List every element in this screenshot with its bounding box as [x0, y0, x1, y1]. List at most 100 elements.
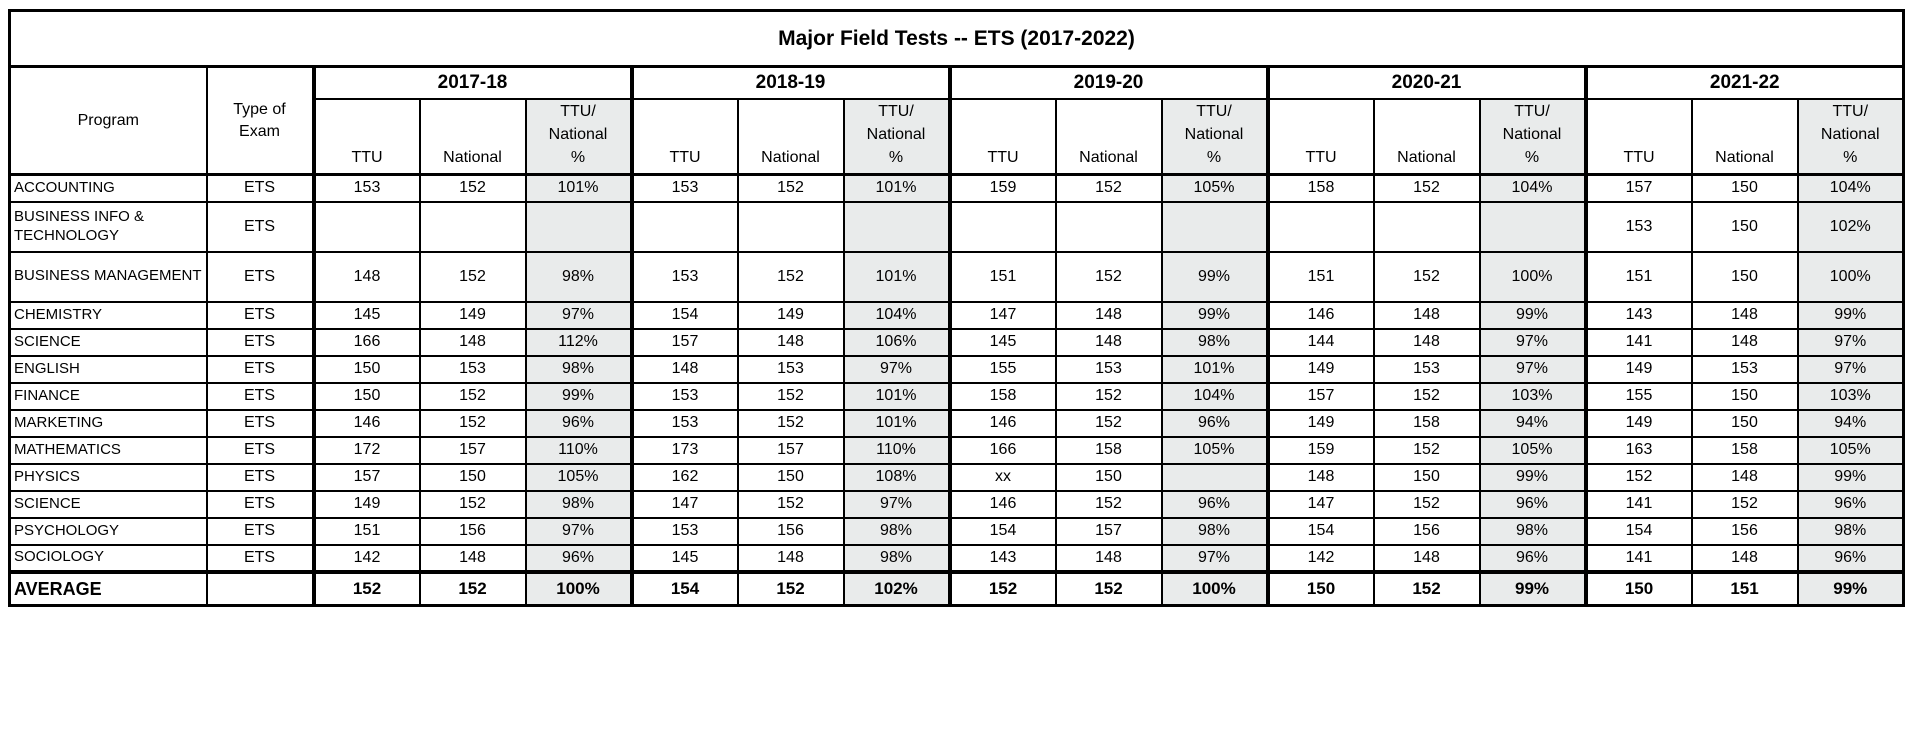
- cell-2017-18-national: 152: [418, 408, 527, 438]
- cell-2021-22-ttu: 149: [1583, 408, 1693, 438]
- table-row: SCIENCE ETS 166 148 112% 157 148 106% 145 148 98% 1…: [8, 327, 1905, 357]
- program-cell: BUSINESS INFO & TECHNOLOGY: [8, 200, 208, 253]
- cell-2019-20-ttu: 146: [947, 408, 1057, 438]
- cell-2021-22-national: 150: [1690, 381, 1799, 411]
- table-row: SCIENCE ETS 149 152 98% 147 152 97% 146 152 96% 147…: [8, 489, 1905, 519]
- cell-2020-21-national: 152: [1372, 173, 1481, 203]
- cell-2017-18-national: 152: [418, 381, 527, 411]
- cell-2021-22-ttu: 141: [1583, 543, 1693, 573]
- type-of-exam-cell: ETS: [205, 462, 315, 492]
- cell-2019-20-pct: 98%: [1160, 327, 1269, 357]
- sub-header-2018-19-ttu: TTU: [629, 97, 739, 177]
- sub-header-2018-19-national: National: [736, 97, 845, 177]
- average-row: AVERAGE 152 152 100% 154 152 102% 152 152 100% 150…: [8, 569, 1905, 607]
- cell-2021-22-pct: 100%: [1796, 250, 1905, 303]
- cell-2017-18-pct: 101%: [524, 173, 633, 203]
- program-cell: FINANCE: [8, 381, 208, 411]
- cell-2018-19-ttu: 147: [629, 489, 739, 519]
- cell-2019-20-national: [1054, 200, 1163, 253]
- cell-2019-20-national: 150: [1054, 462, 1163, 492]
- cell-2018-19-pct: 104%: [842, 300, 951, 330]
- cell-2019-20-national: 152: [1054, 489, 1163, 519]
- cell-2021-22-ttu: 157: [1583, 173, 1693, 203]
- cell-2018-19-ttu: 162: [629, 462, 739, 492]
- cell-2020-21-national: 148: [1372, 327, 1481, 357]
- type-of-exam-cell: ETS: [205, 354, 315, 384]
- cell-2021-22-ttu: 143: [1583, 300, 1693, 330]
- sub-header-2017-18-national: National: [418, 97, 527, 177]
- cell-2019-20-pct: 99%: [1160, 250, 1269, 303]
- table-row: CHEMISTRY ETS 145 149 97% 154 149 104% 147 148 99%…: [8, 300, 1905, 330]
- sub-header-2021-22-national: National: [1690, 97, 1799, 177]
- cell-2017-18-pct: 98%: [524, 250, 633, 303]
- cell-2018-19-ttu: 148: [629, 354, 739, 384]
- cell-2021-22-national: 150: [1690, 250, 1799, 303]
- cell-2020-21-national: 153: [1372, 354, 1481, 384]
- cell-2020-21-ttu: 158: [1265, 173, 1375, 203]
- cell-2017-18-ttu: 151: [311, 516, 421, 546]
- major-field-tests-table: Major Field Tests -- ETS (2017-2022) Pro…: [8, 9, 1905, 608]
- cell-2021-22-ttu: 152: [1583, 462, 1693, 492]
- cell-2017-18-national: 152: [418, 489, 527, 519]
- cell-2017-18-ttu: 142: [311, 543, 421, 573]
- cell-2019-20-pct: [1160, 462, 1269, 492]
- cell-2018-19-national: 152: [736, 173, 845, 203]
- cell-2019-20-ttu: 151: [947, 250, 1057, 303]
- cell-2018-19-pct: 101%: [842, 173, 951, 203]
- cell-2019-20-ttu: 146: [947, 489, 1057, 519]
- cell-2019-20-national: 157: [1054, 516, 1163, 546]
- cell-2018-19-pct: 110%: [842, 435, 951, 465]
- type-of-exam-cell: ETS: [205, 381, 315, 411]
- cell-2018-19-pct: 101%: [842, 250, 951, 303]
- cell-2020-21-ttu: 142: [1265, 543, 1375, 573]
- cell-2020-21-national: 150: [1372, 462, 1481, 492]
- cell-2018-19-pct: 101%: [842, 408, 951, 438]
- cell-2017-18-pct: 96%: [524, 408, 633, 438]
- cell-2019-20-pct: 97%: [1160, 543, 1269, 573]
- cell-2017-18-pct: 110%: [524, 435, 633, 465]
- cell-2019-20-pct: 101%: [1160, 354, 1269, 384]
- cell-2017-18-ttu: 150: [311, 381, 421, 411]
- cell-2017-18-national: 153: [418, 354, 527, 384]
- cell-2019-20-ttu: xx: [947, 462, 1057, 492]
- cell-2017-18-national: 149: [418, 300, 527, 330]
- cell-2021-22-national: 158: [1690, 435, 1799, 465]
- cell-2018-19-national: 152: [736, 250, 845, 303]
- cell-2018-19-national: 148: [736, 327, 845, 357]
- cell-2020-21-ttu: 159: [1265, 435, 1375, 465]
- cell-2021-22-pct: 104%: [1796, 173, 1905, 203]
- cell-2021-22-pct: 94%: [1796, 408, 1905, 438]
- cell-2019-20-pct: 104%: [1160, 381, 1269, 411]
- cell-2018-19-ttu: 153: [629, 516, 739, 546]
- cell-2020-21-pct: 94%: [1478, 408, 1587, 438]
- table-row: BUSINESS MANAGEMENT ETS 148 152 98% 153 152 101…: [8, 250, 1905, 303]
- cell-2018-19-ttu: 153: [629, 381, 739, 411]
- cell-2021-22-national: 150: [1690, 200, 1799, 253]
- cell-2018-19-pct: 98%: [842, 543, 951, 573]
- cell-2018-19-national: 152: [736, 408, 845, 438]
- cell-2020-21-pct: 103%: [1478, 381, 1587, 411]
- cell-2020-21-national: 152: [1372, 489, 1481, 519]
- cell-2020-21-national: 152: [1372, 435, 1481, 465]
- sub-header-row: TTU National TTU/ National % TTU National TTU…: [10, 97, 1905, 177]
- type-of-exam-cell: ETS: [205, 300, 315, 330]
- cell-2017-18-national: 148: [418, 327, 527, 357]
- sub-header-2021-22-ttu: TTU: [1583, 97, 1693, 177]
- cell-2018-19-ttu: 154: [629, 569, 739, 607]
- cell-2020-21-pct: 96%: [1478, 489, 1587, 519]
- cell-2018-19-ttu: 157: [629, 327, 739, 357]
- cell-2021-22-national: 148: [1690, 300, 1799, 330]
- col-header-type-of-exam: Type of Exam: [205, 65, 315, 177]
- cell-2020-21-ttu: 157: [1265, 381, 1375, 411]
- cell-2017-18-pct: 96%: [524, 543, 633, 573]
- cell-2019-20-pct: 99%: [1160, 300, 1269, 330]
- cell-2019-20-ttu: 159: [947, 173, 1057, 203]
- cell-2021-22-national: 152: [1690, 489, 1799, 519]
- cell-2021-22-pct: 97%: [1796, 327, 1905, 357]
- cell-2019-20-national: 148: [1054, 300, 1163, 330]
- cell-2019-20-national: 152: [1054, 408, 1163, 438]
- cell-2020-21-ttu: 149: [1265, 354, 1375, 384]
- cell-2020-21-ttu: 150: [1265, 569, 1375, 607]
- cell-2017-18-ttu: 172: [311, 435, 421, 465]
- cell-2019-20-ttu: 147: [947, 300, 1057, 330]
